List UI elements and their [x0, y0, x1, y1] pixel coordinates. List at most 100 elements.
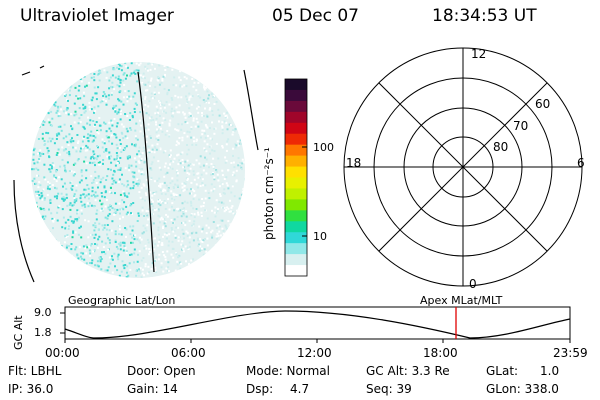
- uv-pixel: [182, 210, 184, 213]
- uv-pixel: [188, 173, 191, 176]
- uv-pixel: [188, 219, 191, 222]
- uv-pixel: [146, 89, 149, 92]
- uv-pixel: [97, 163, 100, 166]
- uv-pixel: [173, 76, 176, 79]
- uv-pixel: [177, 153, 180, 156]
- uv-pixel: [197, 176, 200, 179]
- uv-pixel: [132, 184, 135, 187]
- uv-pixel: [159, 185, 162, 188]
- uv-pixel: [171, 228, 173, 231]
- uv-pixel: [195, 107, 198, 110]
- uv-pixel: [163, 254, 166, 257]
- uv-pixel: [89, 262, 92, 264]
- uv-pixel: [148, 151, 151, 154]
- uv-pixel: [131, 229, 134, 232]
- uv-pixel: [140, 276, 143, 278]
- uv-pixel: [108, 208, 111, 211]
- colorbar-stripe: [285, 254, 307, 266]
- uv-pixel: [170, 253, 173, 256]
- uv-pixel: [218, 230, 221, 233]
- uv-pixel: [190, 181, 193, 184]
- uv-pixel: [73, 114, 76, 117]
- uv-pixel: [157, 76, 160, 79]
- uv-pixel: [58, 176, 60, 179]
- uv-pixel: [157, 208, 160, 211]
- uv-pixel: [81, 146, 84, 149]
- uv-pixel: [66, 151, 69, 154]
- uv-pixel: [94, 123, 96, 126]
- uv-pixel: [177, 226, 180, 229]
- uv-pixel: [162, 227, 164, 229]
- uv-pixel: [50, 212, 53, 215]
- uv-pixel: [69, 202, 72, 205]
- uv-pixel: [118, 202, 121, 205]
- uv-pixel: [95, 121, 98, 123]
- uv-pixel: [210, 189, 213, 192]
- uv-pixel: [143, 215, 146, 217]
- uv-pixel: [131, 241, 134, 244]
- uv-pixel: [65, 196, 68, 199]
- status-door: Door: Open: [127, 364, 196, 378]
- uv-pixel: [218, 114, 221, 117]
- uv-pixel: [173, 218, 176, 221]
- uv-pixel: [170, 154, 173, 157]
- uv-pixel: [176, 263, 179, 266]
- uv-pixel: [157, 229, 160, 232]
- uv-pixel: [114, 265, 116, 268]
- uv-pixel: [211, 121, 213, 124]
- uv-pixel: [165, 232, 168, 235]
- uv-pixel: [171, 98, 174, 101]
- uv-pixel: [189, 113, 192, 116]
- uv-pixel: [76, 254, 79, 257]
- uv-pixel: [183, 214, 186, 217]
- uv-pixel: [213, 127, 216, 130]
- uv-pixel: [91, 140, 94, 143]
- uv-pixel: [154, 86, 157, 89]
- uv-pixel: [43, 121, 46, 124]
- uv-pixel: [159, 183, 162, 186]
- uv-pixel: [140, 124, 143, 127]
- uv-pixel: [55, 111, 58, 114]
- uv-pixel: [131, 114, 134, 117]
- uv-pixel: [110, 191, 113, 194]
- uv-pixel: [133, 111, 136, 113]
- timeline-xtick-0600: 06:00: [171, 346, 206, 360]
- uv-pixel: [138, 155, 141, 158]
- uv-pixel: [204, 124, 207, 126]
- uv-pixel: [121, 199, 124, 202]
- uv-pixel: [133, 92, 136, 95]
- uv-pixel: [159, 184, 162, 187]
- uv-pixel: [55, 154, 58, 156]
- uv-pixel: [59, 165, 62, 168]
- uv-pixel: [195, 117, 198, 120]
- uv-pixel: [188, 96, 191, 99]
- uv-pixel: [198, 162, 201, 165]
- uv-pixel: [152, 246, 155, 249]
- uv-pixel: [80, 225, 82, 228]
- uv-pixel: [92, 193, 95, 196]
- uv-pixel: [198, 198, 201, 201]
- uv-pixel: [104, 252, 107, 255]
- uv-pixel: [174, 183, 177, 186]
- uv-pixel: [193, 178, 196, 181]
- uv-pixel: [150, 268, 153, 270]
- timeline-ytick-9: 9.0: [34, 306, 52, 319]
- uv-pixel: [154, 112, 157, 115]
- uv-pixel: [47, 140, 50, 143]
- uv-pixel: [231, 205, 234, 208]
- uv-pixel: [145, 210, 148, 212]
- uv-pixel: [186, 231, 189, 234]
- uv-pixel: [212, 190, 215, 193]
- uv-pixel: [94, 233, 97, 236]
- uv-pixel: [98, 70, 101, 73]
- uv-pixel: [130, 72, 133, 75]
- uv-pixel: [96, 243, 99, 246]
- uv-pixel: [116, 147, 119, 150]
- uv-pixel: [175, 106, 178, 109]
- uv-pixel: [93, 111, 95, 114]
- uv-pixel: [133, 252, 136, 255]
- uv-pixel: [94, 199, 97, 202]
- uv-pixel: [55, 180, 58, 183]
- uv-pixel: [103, 251, 105, 253]
- uv-pixel: [119, 217, 121, 220]
